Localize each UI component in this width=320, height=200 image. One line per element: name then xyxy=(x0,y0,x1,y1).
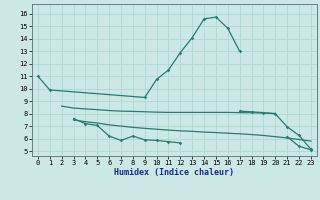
X-axis label: Humidex (Indice chaleur): Humidex (Indice chaleur) xyxy=(115,168,234,177)
